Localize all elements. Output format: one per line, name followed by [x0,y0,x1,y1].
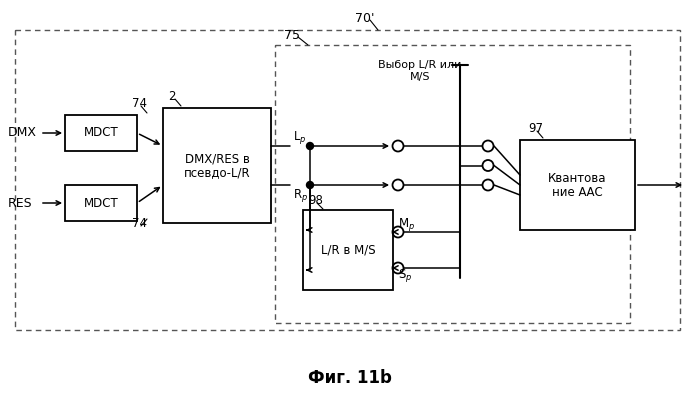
Text: L$_p$: L$_p$ [293,130,307,147]
Bar [163,108,271,223]
Bar [520,140,635,230]
Text: псевдо-L/R: псевдо-L/R [183,166,251,179]
Text: 75: 75 [284,28,300,41]
Bar [65,115,137,151]
Text: MDCT: MDCT [83,126,118,139]
Text: 98: 98 [308,194,323,207]
Text: DMX: DMX [8,126,37,139]
Text: ние ААС: ние ААС [552,186,603,199]
Text: DMX/RES в: DMX/RES в [185,152,249,165]
Text: R$_p$: R$_p$ [293,186,308,203]
Text: 74: 74 [132,96,147,109]
Text: 2: 2 [168,90,176,102]
Text: 74: 74 [132,216,147,229]
Text: 97: 97 [528,122,543,135]
Bar [65,185,137,221]
Text: L/R в M/S: L/R в M/S [321,243,375,256]
Bar [303,210,393,290]
Text: Квантова: Квантова [548,171,607,184]
Text: Выбор L/R или: Выбор L/R или [378,60,462,70]
Text: Фиг. 11b: Фиг. 11b [308,369,392,387]
Text: RES: RES [8,196,33,209]
Bar [15,30,680,330]
Circle shape [307,143,314,149]
Text: 70': 70' [355,11,374,24]
Text: M/S: M/S [410,72,430,82]
Text: S$_p$: S$_p$ [398,267,412,284]
Text: MDCT: MDCT [83,196,118,209]
Circle shape [307,181,314,188]
Text: M$_p$: M$_p$ [398,216,415,233]
Bar [275,45,630,323]
